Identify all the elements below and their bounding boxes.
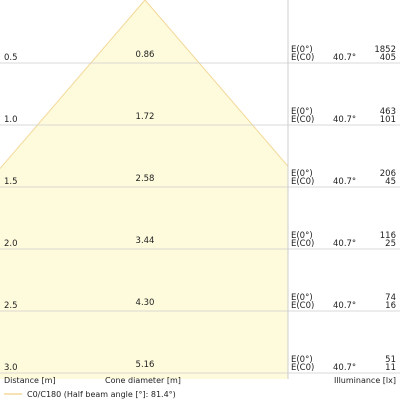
cone-diameter-label: 0.86 xyxy=(136,50,155,60)
e0-label: E(0°) xyxy=(291,107,313,117)
half-angle-label: 40.7° xyxy=(333,53,356,63)
e0-label: E(0°) xyxy=(291,355,313,365)
half-angle-label: 40.7° xyxy=(333,177,356,187)
ec0-value: 45 xyxy=(385,177,396,187)
half-angle-label: 40.7° xyxy=(333,301,356,311)
e0-value: 116 xyxy=(380,231,396,241)
ec0-value: 405 xyxy=(380,53,396,63)
cone-diameter-label: 3.44 xyxy=(136,236,155,246)
distance-label: 0.5 xyxy=(4,53,18,63)
cone-right-edge xyxy=(144,0,289,167)
e0-label: E(0°) xyxy=(291,169,313,179)
half-angle-label: 40.7° xyxy=(333,115,356,125)
ec0-label: E(C0) xyxy=(291,301,314,311)
cone-diameter-label: 4.30 xyxy=(136,298,155,308)
legend-label: C0/C180 (Half beam angle [°]: 81.4°) xyxy=(27,390,176,399)
cone-left-edge xyxy=(0,0,146,169)
cone-diameter-label: 2.58 xyxy=(136,174,155,184)
cone-diameter-label: 5.16 xyxy=(136,360,155,370)
ec0-label: E(C0) xyxy=(291,363,314,373)
ec0-label: E(C0) xyxy=(291,239,314,249)
e0-value: 1852 xyxy=(374,45,396,55)
half-angle-label: 40.7° xyxy=(333,239,356,249)
ec0-value: 16 xyxy=(385,301,396,311)
ec0-value: 11 xyxy=(385,363,396,373)
e0-value: 206 xyxy=(380,169,396,179)
e0-label: E(0°) xyxy=(291,231,313,241)
distance-column-header: Distance [m] xyxy=(4,376,56,385)
distance-label: 2.0 xyxy=(4,239,18,249)
e0-value: 74 xyxy=(385,293,396,303)
e0-value: 463 xyxy=(380,107,396,117)
ec0-label: E(C0) xyxy=(291,53,314,63)
ec0-value: 25 xyxy=(385,239,396,249)
illuminance-column-header: Illuminance [lx] xyxy=(334,376,396,385)
half-angle-label: 40.7° xyxy=(333,363,356,373)
distance-label: 3.0 xyxy=(4,363,18,373)
distance-label: 2.5 xyxy=(4,301,18,311)
light-cone xyxy=(0,0,288,379)
distance-label: 1.5 xyxy=(4,177,18,187)
ec0-value: 101 xyxy=(380,115,396,125)
e0-label: E(0°) xyxy=(291,293,313,303)
distance-label: 1.0 xyxy=(4,115,18,125)
cone-column-header: Cone diameter [m] xyxy=(105,376,181,385)
ec0-label: E(C0) xyxy=(291,177,314,187)
cone-diameter-label: 1.72 xyxy=(136,112,155,122)
ec0-label: E(C0) xyxy=(291,115,314,125)
e0-value: 51 xyxy=(385,355,396,365)
e0-label: E(0°) xyxy=(291,45,313,55)
